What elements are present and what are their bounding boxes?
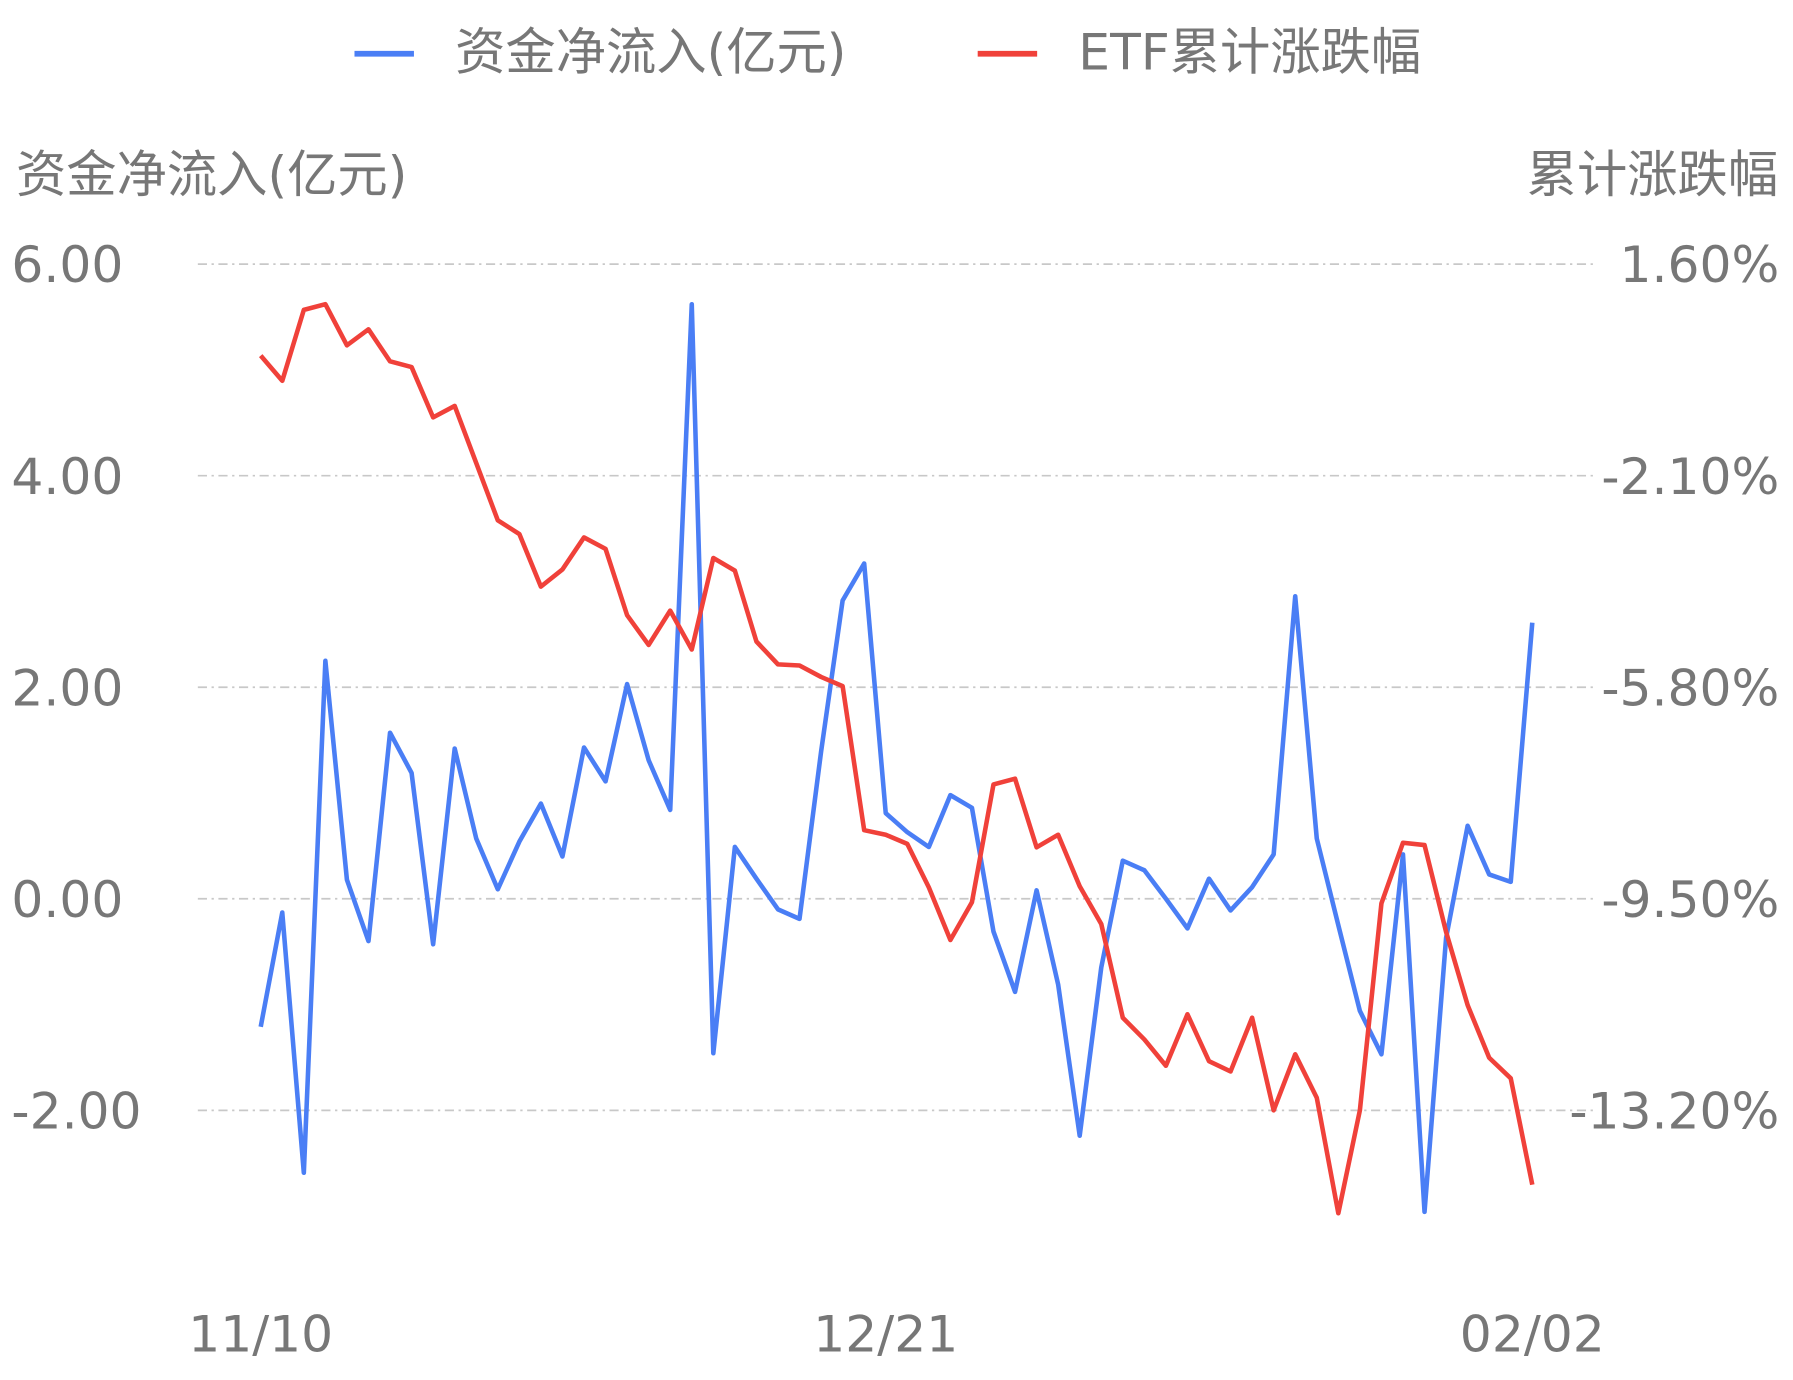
y2-tick-label: -13.20%: [1569, 1081, 1779, 1140]
y2-tick-label: 1.60%: [1620, 235, 1780, 294]
series-line: [258, 302, 1535, 1215]
y-tick-label: 4.00: [11, 447, 123, 506]
x-tick-label: 02/02: [1460, 1304, 1605, 1363]
y-axis-title: 资金净流入(亿元): [16, 145, 407, 204]
y-tick-label: 6.00: [11, 235, 123, 294]
y2-tick-label: -5.80%: [1601, 658, 1779, 717]
series-line: [258, 301, 1535, 1216]
legend-label: 资金净流入(亿元): [455, 23, 846, 82]
x-tick-label: 11/10: [188, 1304, 333, 1363]
y2-tick-label: -2.10%: [1601, 447, 1779, 506]
y-tick-label: 0.00: [11, 870, 123, 929]
y-tick-label: 2.00: [11, 658, 123, 717]
legend-label: ETF累计涨跌幅: [1078, 23, 1421, 82]
x-tick-label: 12/21: [813, 1304, 958, 1363]
y2-axis-title: 累计涨跌幅: [1527, 145, 1778, 204]
y-tick-label: -2.00: [11, 1081, 141, 1140]
plot: 资金净流入(亿元) 累计涨跌幅 6.00 4.00 2.00 0.00 -2.00 1.6…: [11, 23, 1779, 1364]
y2-tick-label: -9.50%: [1601, 870, 1779, 929]
